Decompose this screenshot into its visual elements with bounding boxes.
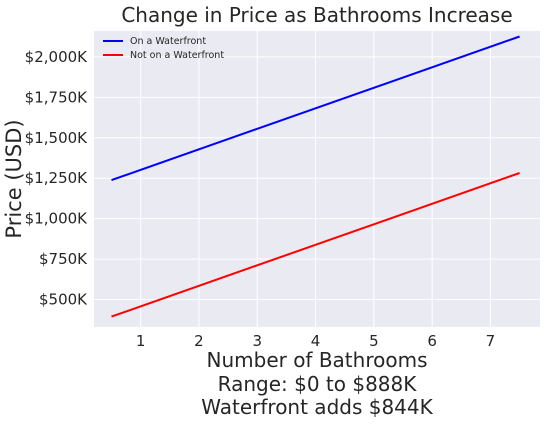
x-tick-label: 1 bbox=[136, 332, 146, 350]
x-tick-label: 5 bbox=[369, 332, 379, 350]
x-tick-label: 4 bbox=[311, 332, 321, 350]
y-tick-label: $2,000K bbox=[25, 48, 88, 66]
y-tick-label: $1,000K bbox=[25, 210, 88, 228]
x-tick-label: 7 bbox=[486, 332, 496, 350]
y-tick-label: $1,250K bbox=[25, 169, 88, 187]
x-tick-label: 2 bbox=[194, 332, 204, 350]
x-tick-label: 3 bbox=[252, 332, 262, 350]
x-axis-label-line-1: Number of Bathrooms bbox=[207, 348, 428, 372]
legend-label-not-on-waterfront: Not on a Waterfront bbox=[130, 50, 224, 61]
series-line-not-on-a-waterfront bbox=[111, 172, 520, 318]
legend: On a Waterfront Not on a Waterfront bbox=[103, 36, 224, 61]
y-tick-label: $500K bbox=[39, 291, 88, 309]
grid bbox=[94, 31, 540, 327]
x-axis-label-line-3: Waterfront adds $844K bbox=[201, 395, 433, 419]
y-tick-label: $750K bbox=[39, 250, 88, 268]
legend-label-on-waterfront: On a Waterfront bbox=[130, 36, 206, 47]
y-tick-label: $1,500K bbox=[25, 129, 88, 147]
y-axis-ticks: $500K $750K $1,000K $1,250K $1,500K $1,750K $2… bbox=[25, 48, 88, 309]
plot-background bbox=[94, 31, 540, 327]
chart-title: Change in Price as Bathrooms Increase bbox=[121, 3, 512, 27]
y-axis-label: Price (USD) bbox=[2, 119, 26, 238]
series-line-on-a-waterfront bbox=[111, 35, 520, 182]
y-tick-label: $1,750K bbox=[25, 88, 88, 106]
x-axis-ticks: 1 2 3 4 5 6 7 bbox=[136, 332, 495, 350]
x-tick-label: 6 bbox=[427, 332, 437, 350]
series-lines bbox=[111, 35, 520, 318]
x-axis-label-line-2: Range: $0 to $888K bbox=[218, 372, 418, 396]
